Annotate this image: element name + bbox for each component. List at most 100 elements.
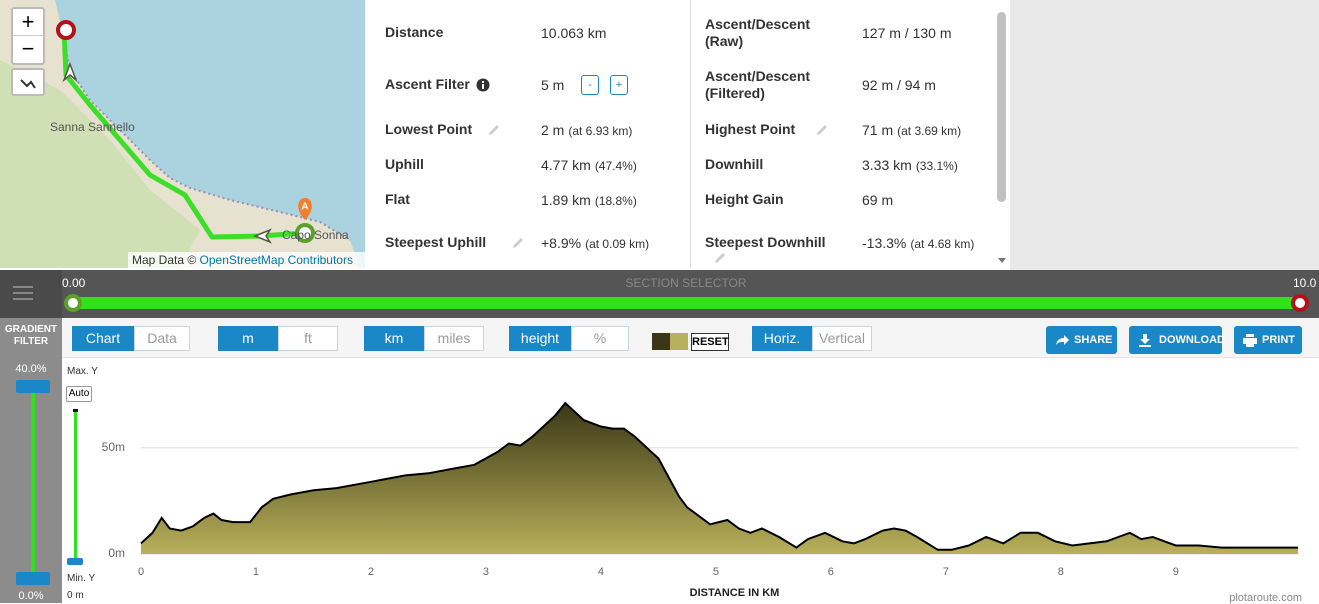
gradient-track — [31, 393, 35, 573]
stat-value: 5 m — [541, 76, 564, 94]
edit-icon[interactable] — [487, 123, 501, 137]
value: 69 m — [862, 192, 893, 208]
section-track — [72, 297, 1300, 309]
value: 4.77 km — [541, 157, 591, 173]
menu-line — [13, 298, 33, 300]
stat-value: 4.77 km(47.4%) — [541, 156, 637, 175]
toggle-button[interactable]: % — [571, 326, 629, 351]
info-icon — [476, 78, 490, 92]
stat-value: +8.9% (at 0.09 km) — [541, 234, 649, 253]
value: +8.9% — [541, 235, 581, 251]
scroll-arrow — [997, 255, 1007, 265]
menu-line — [13, 292, 33, 294]
orientation-button[interactable]: Vertical — [812, 326, 872, 351]
x-tick-label: 4 — [598, 566, 604, 578]
stat-label: Ascent/Descent (Raw) — [705, 16, 830, 50]
page: ASanna SannelloCapo Sonna+−Map Data © Op… — [0, 0, 1319, 603]
end-marker — [58, 22, 74, 38]
toggle-button[interactable]: km — [364, 326, 424, 351]
zoom-out[interactable]: − — [13, 36, 43, 63]
value: 3.33 km — [862, 157, 912, 173]
stat-value: 3.33 km (33.1%) — [862, 156, 958, 175]
stat-label: Uphill — [385, 156, 510, 173]
value-note: (at 3.69 km) — [897, 124, 961, 138]
value-note: (33.1%) — [916, 159, 958, 173]
edit-icon[interactable] — [511, 236, 525, 250]
x-tick-label: 3 — [483, 566, 489, 578]
x-tick-label: 7 — [943, 566, 949, 578]
map: A Sanna Sannello Capo Sonna — [0, 0, 365, 268]
stat-value: -13.3% (at 4.68 km) — [862, 234, 974, 253]
icon — [21, 80, 35, 88]
gradient-handle[interactable] — [16, 572, 50, 585]
toggle-button[interactable]: ft — [278, 326, 338, 351]
menu-block — [0, 270, 62, 318]
start-handle[interactable] — [64, 294, 82, 312]
x-tick-label: 5 — [713, 566, 719, 578]
end-handle[interactable] — [1291, 294, 1309, 312]
stat-label: Highest Point — [705, 121, 830, 138]
value-note: (at 6.93 km) — [568, 124, 632, 138]
value: 1.89 km — [541, 192, 591, 208]
action-label: SHARE — [1074, 334, 1113, 346]
attribution-link[interactable]: OpenStreetMap Contributors — [200, 253, 353, 267]
value: 71 m — [862, 122, 893, 138]
menu-line — [13, 286, 33, 288]
color-swatch[interactable] — [670, 333, 688, 350]
action-label: PRINT — [1262, 334, 1295, 346]
value-note: (at 0.09 km) — [585, 237, 649, 251]
stat-label: Ascent/Descent (Filtered) — [705, 68, 830, 102]
section-title: SECTION SELECTOR — [560, 276, 812, 290]
route-tool[interactable] — [11, 68, 45, 96]
toggle-button[interactable]: miles — [424, 326, 484, 351]
value-note: (18.8%) — [595, 194, 637, 208]
icon — [1243, 334, 1257, 347]
filter-button[interactable]: - — [581, 75, 599, 95]
edit-icon[interactable] — [815, 123, 829, 137]
pencil — [715, 253, 725, 263]
toggle-button[interactable]: height — [509, 326, 571, 351]
edit-icon[interactable] — [713, 251, 727, 265]
pencil — [513, 238, 523, 248]
action-button[interactable]: SHARE — [1046, 326, 1117, 354]
toggle-button[interactable]: m — [218, 326, 278, 351]
gradient-min: 0.0% — [0, 590, 62, 602]
toggle-button[interactable]: Chart — [72, 326, 134, 351]
info-i — [482, 84, 484, 89]
x-tick-label: 6 — [828, 566, 834, 578]
pencil — [489, 125, 499, 135]
stat-value: 10.063 km — [541, 24, 606, 42]
stat-value: 1.89 km (18.8%) — [541, 191, 637, 210]
icon — [1139, 334, 1151, 347]
gradient-max: 40.0% — [0, 363, 62, 375]
reset-button[interactable]: RESET — [691, 333, 729, 351]
y-tick-label: 50m — [102, 440, 125, 454]
x-tick-label: 1 — [253, 566, 259, 578]
gradient-handle[interactable] — [16, 380, 50, 393]
action-label: DOWNLOAD — [1159, 334, 1225, 346]
stat-value: 69 m — [862, 191, 893, 209]
value-note: (at 4.68 km) — [910, 237, 974, 251]
action-button[interactable]: DOWNLOAD — [1129, 326, 1222, 354]
place-label: Sanna Sannello — [50, 120, 135, 134]
stat-label: Flat — [385, 191, 510, 208]
stat-label: Distance — [385, 24, 510, 41]
value: 127 m / 130 m — [862, 25, 952, 41]
action-button[interactable]: PRINT — [1234, 326, 1302, 354]
filter-button[interactable]: + — [610, 75, 628, 95]
stat-value: 2 m(at 6.93 km) — [541, 121, 632, 140]
place-label: Capo Sonna — [282, 228, 349, 242]
pin-label: A — [301, 202, 308, 213]
zoom-in[interactable]: + — [13, 9, 43, 36]
stat-label: Ascent Filter — [385, 76, 510, 93]
action-icon — [1242, 332, 1258, 348]
orientation-button[interactable]: Horiz. — [752, 326, 812, 351]
toggle-button[interactable]: Data — [134, 326, 190, 351]
action-icon — [1137, 332, 1153, 348]
value: -13.3% — [862, 235, 906, 251]
pencil — [817, 125, 827, 135]
action-icon — [1054, 332, 1070, 348]
zoom-control: +− — [11, 7, 45, 65]
color-swatch[interactable] — [652, 333, 670, 350]
